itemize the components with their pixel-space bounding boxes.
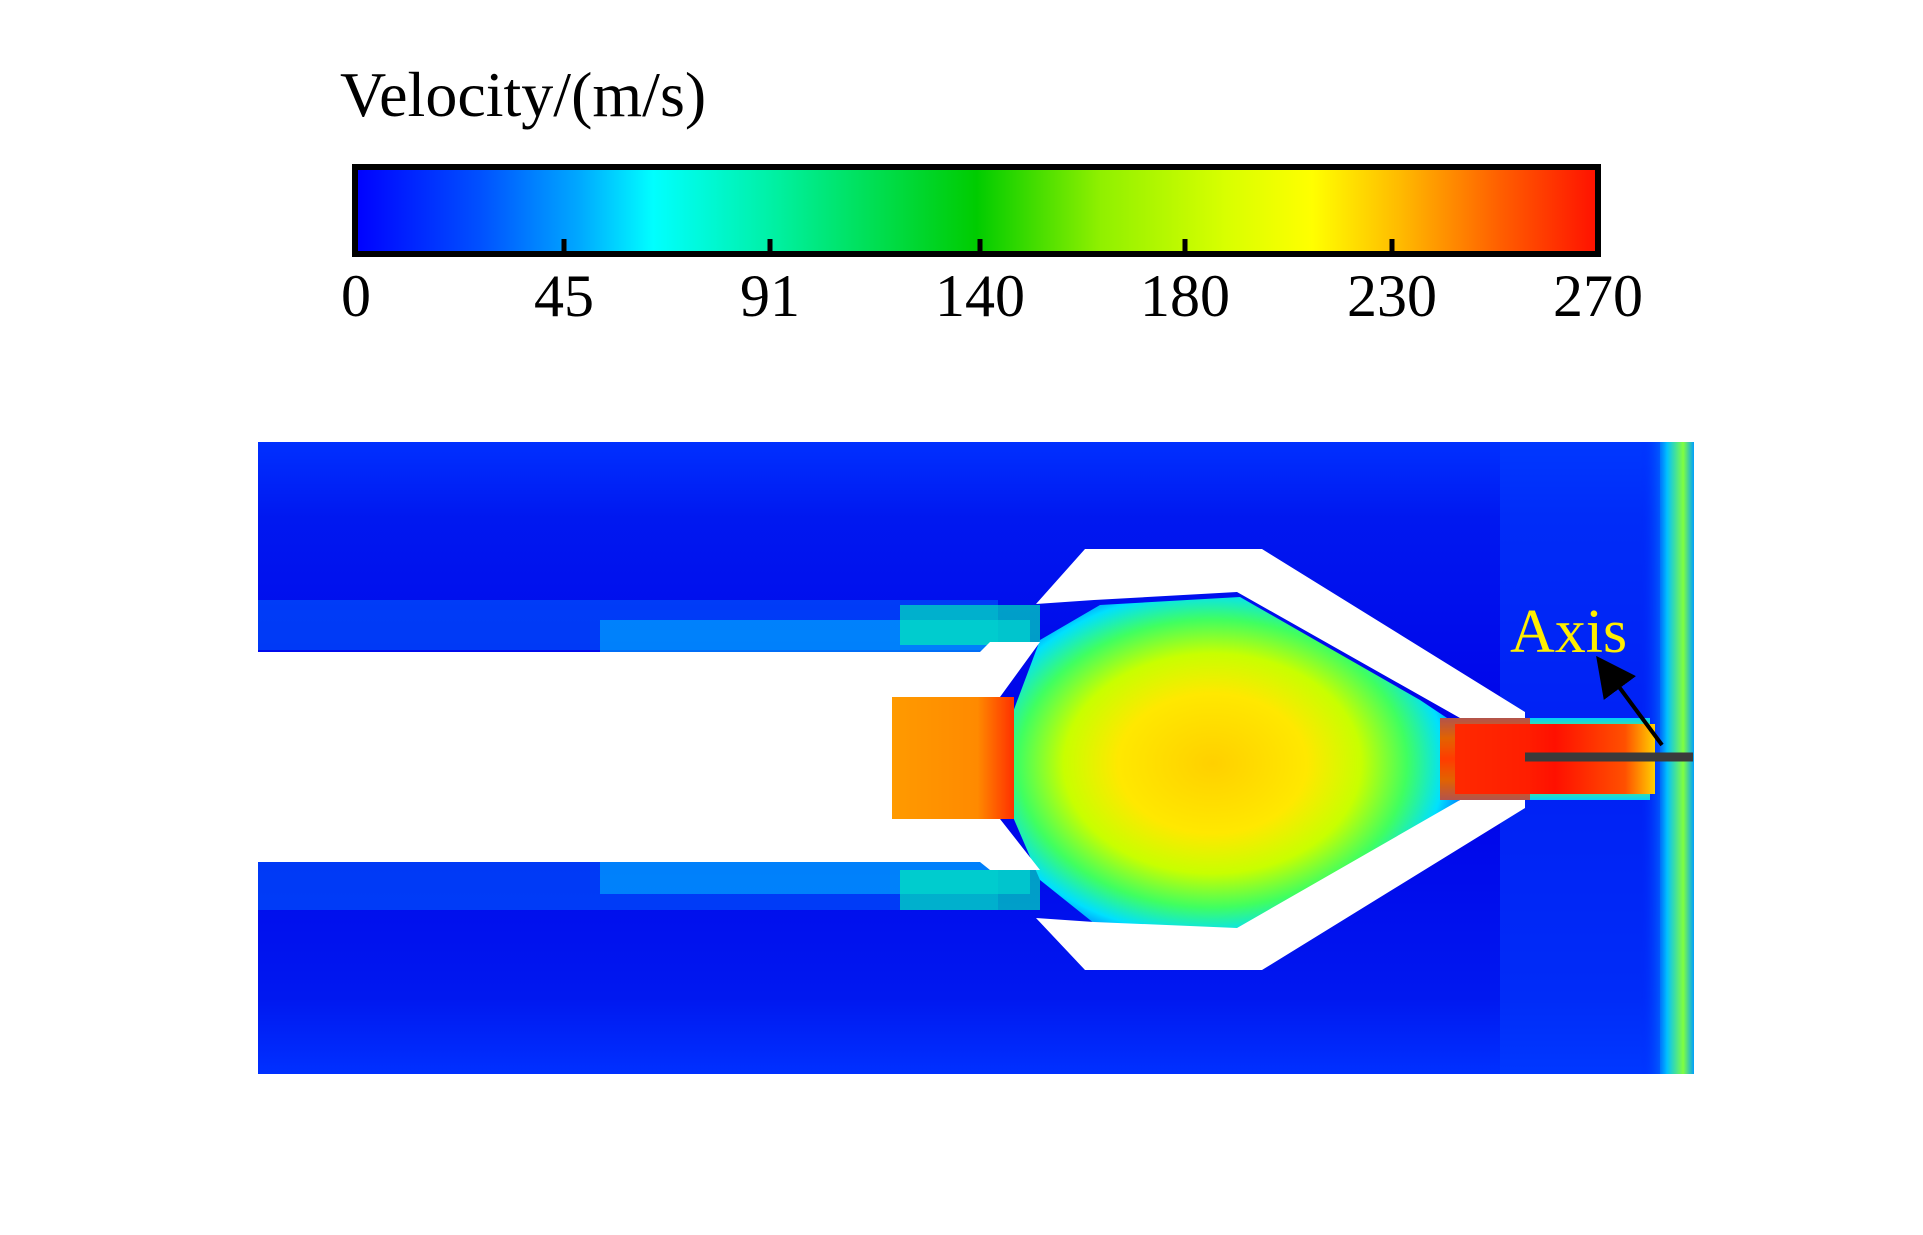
colorbar-tick-label: 180: [1140, 263, 1230, 329]
chamber-flow: [1010, 597, 1460, 930]
axis-label: Axis: [1510, 598, 1627, 666]
lower-nozzle-wall: [1036, 800, 1525, 970]
axis-annotation: Axis: [1510, 598, 1664, 747]
colorbar-tick-label: 230: [1347, 263, 1437, 329]
axis-arrow: [1596, 655, 1664, 747]
colorbar-tick-label: 140: [935, 263, 1025, 329]
colorbar-tick-label: 0: [341, 263, 371, 329]
velocity-field: [258, 442, 1694, 1074]
colorbar-tick-label: 270: [1553, 263, 1643, 329]
primary-inlet-flow: [892, 697, 1014, 819]
central-body-wall: [258, 642, 1040, 870]
colorbar-tick-label: 45: [534, 263, 594, 329]
colorbar-title: Velocity/(m/s): [340, 59, 707, 130]
upper-nozzle-wall: [1036, 549, 1525, 718]
colorbar-tick-label: 91: [740, 263, 800, 329]
colorbar: [352, 164, 1601, 257]
colorbar-ticks: [561, 239, 1395, 254]
